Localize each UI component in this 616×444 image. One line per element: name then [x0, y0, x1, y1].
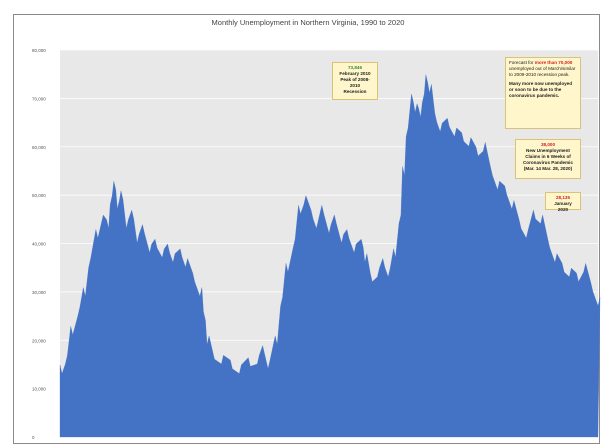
y-tick-label: 50,000: [32, 193, 46, 198]
y-tick-label: 70,000: [32, 96, 46, 101]
annotation-forecast: Forecast for more than 70,000 unemployed…: [505, 57, 581, 129]
y-tick-label: 20,000: [32, 338, 46, 343]
y-tick-label: 0: [32, 435, 35, 440]
y-tick-label: 60,000: [32, 145, 46, 150]
y-tick-label: 40,000: [32, 242, 46, 247]
y-tick-label: 80,000: [32, 48, 46, 53]
y-tick-label: 30,000: [32, 290, 46, 295]
y-tick-label: 10,000: [32, 387, 46, 392]
